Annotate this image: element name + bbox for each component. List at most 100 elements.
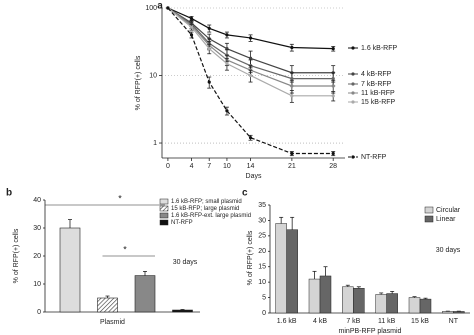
bar — [453, 311, 465, 314]
legend-label: 1.6 kB-RFP-ext. large plasmid — [171, 213, 251, 219]
x-tick-label: 7 kB — [346, 318, 360, 325]
y-axis-label: % of RFP(+) cells — [135, 55, 142, 110]
x-tick-label: 15 kB — [411, 318, 429, 325]
x-tick-label: 10 — [223, 163, 231, 170]
point — [189, 33, 194, 37]
x-axis-label: minPB-RFP plasmid — [339, 328, 402, 335]
point — [290, 151, 294, 156]
point — [290, 84, 294, 88]
point — [248, 56, 253, 60]
point — [166, 6, 170, 10]
legend-label: 15 kB-RFP; large plasmid — [171, 206, 239, 212]
bar — [419, 298, 432, 314]
bar — [275, 223, 287, 314]
legend-marker — [351, 46, 355, 50]
x-tick-label: Plasmid — [100, 319, 125, 326]
bar — [408, 297, 421, 314]
point — [331, 47, 335, 51]
legend-marker — [351, 82, 355, 86]
point — [248, 73, 253, 78]
legend-label: 7 kB-RFP — [361, 81, 392, 88]
legend-swatch — [424, 215, 434, 223]
legend-marker — [351, 91, 355, 95]
x-tick-label: 11 kB — [378, 318, 396, 325]
bar — [442, 311, 454, 314]
x-tick-label: 4 — [190, 163, 194, 170]
y-tick-label: 25 — [258, 233, 266, 240]
point — [207, 47, 211, 51]
point — [189, 16, 194, 21]
y-tick-label: 5 — [262, 294, 266, 301]
y-tick-label: 10 — [33, 281, 41, 288]
panel-label: a — [157, 1, 163, 12]
legend-label: 4 kB-RFP — [361, 71, 392, 78]
bar — [386, 293, 398, 314]
x-tick-label: NT — [449, 318, 459, 325]
bar — [353, 288, 365, 314]
y-axis-label: % of RFP(+) cells — [13, 228, 20, 283]
bar — [59, 227, 81, 313]
legend-label: NT-RFP — [361, 154, 387, 161]
y-tick-label: 20 — [258, 248, 266, 255]
y-tick-label: 10 — [149, 72, 157, 79]
x-tick-label: 4 kB — [313, 318, 327, 325]
bar — [375, 294, 387, 314]
point — [331, 84, 335, 88]
panel-label: b — [6, 188, 12, 199]
point — [331, 151, 335, 156]
y-tick-label: 35 — [258, 202, 266, 209]
annotation: 30 days — [436, 247, 461, 254]
point — [331, 94, 335, 98]
point — [290, 45, 294, 50]
bar — [308, 278, 321, 314]
y-tick-label: 0 — [262, 310, 266, 317]
annotation: 30 days — [173, 259, 198, 266]
y-tick-label: 1 — [153, 140, 157, 147]
bar — [97, 297, 118, 313]
point — [225, 109, 229, 113]
x-tick-label: 28 — [329, 163, 337, 170]
point — [225, 33, 229, 37]
point — [331, 77, 335, 81]
point — [189, 25, 194, 29]
point — [290, 94, 294, 98]
legend-swatch — [159, 219, 169, 226]
legend-label: 15 kB-RFP — [361, 99, 396, 106]
y-tick-label: 20 — [33, 253, 41, 260]
bar — [172, 309, 193, 313]
legend-swatch — [424, 206, 434, 214]
point — [290, 77, 294, 81]
significance-mark: * — [118, 193, 122, 203]
x-tick-label: 1.6 kB — [277, 318, 297, 325]
y-tick-label: 30 — [258, 217, 266, 224]
y-axis-label: % of RFP(+) cells — [247, 230, 254, 285]
x-tick-label: 7 — [207, 163, 211, 170]
bar — [342, 286, 354, 314]
y-tick-label: 40 — [33, 197, 41, 204]
y-tick-label: 10 — [258, 279, 266, 286]
bar — [319, 275, 332, 314]
y-tick-label: 15 — [258, 264, 266, 271]
legend-label: 11 kB-RFP — [361, 90, 395, 97]
x-tick-label: 0 — [166, 163, 170, 170]
legend-marker — [351, 155, 355, 159]
legend-label: 1.6 kB-RFP — [361, 45, 398, 52]
y-tick-label: 30 — [33, 225, 41, 232]
point — [207, 80, 211, 84]
legend-label: Circular — [436, 207, 461, 214]
bar — [134, 275, 156, 313]
bar — [286, 229, 298, 314]
point — [225, 62, 229, 66]
panel-label: c — [242, 188, 248, 199]
legend-label: NT-RFP — [171, 220, 193, 226]
x-axis-label: Days — [246, 173, 262, 180]
legend-swatch — [159, 205, 169, 212]
x-tick-label: 14 — [247, 163, 255, 170]
y-tick-label: 0 — [37, 309, 41, 316]
legend-swatch — [159, 198, 169, 205]
legend-label: Linear — [436, 216, 456, 223]
x-tick-label: 21 — [288, 163, 296, 170]
legend-label: 1.6 kB-RFP; small plasmid — [171, 199, 242, 205]
significance-mark: * — [123, 244, 127, 254]
